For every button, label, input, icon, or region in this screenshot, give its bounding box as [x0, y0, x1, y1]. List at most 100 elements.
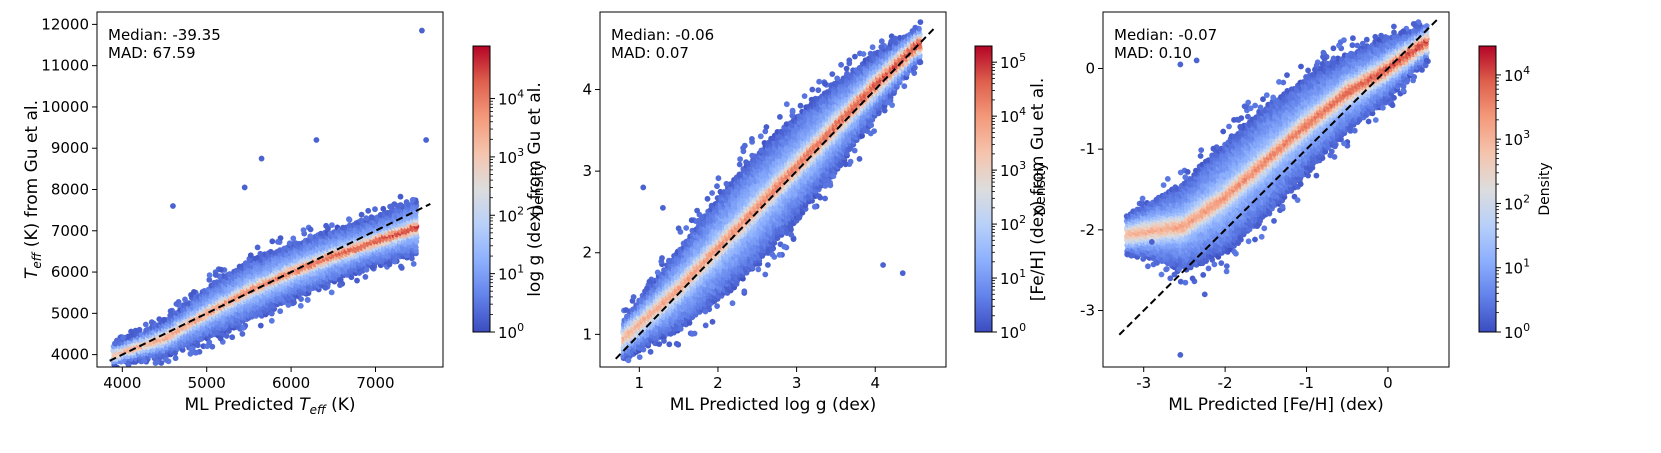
outlier-point: [762, 128, 769, 135]
outlier-point: [156, 316, 163, 322]
outlier-point: [323, 222, 329, 229]
outlier-point: [736, 161, 743, 168]
outlier-point: [358, 217, 364, 224]
outlier-point: [801, 93, 808, 99]
outlier-point: [365, 207, 372, 214]
y-tick-label: 10000: [41, 98, 89, 116]
y-tick-label: 9000: [51, 139, 89, 157]
outlier-point: [856, 155, 863, 162]
colorbar-tick-label: 103: [498, 146, 524, 167]
outlier-point: [797, 102, 804, 109]
outlier-point: [659, 255, 665, 261]
y-tick-label: 5000: [51, 304, 89, 322]
outlier-point: [300, 227, 307, 234]
outlier-point: [307, 226, 314, 233]
outlier-point: [128, 328, 135, 335]
hexbin-cloud: [1123, 19, 1431, 358]
outlier-point: [815, 87, 822, 94]
outlier-point: [834, 75, 841, 82]
outlier-point: [702, 308, 709, 315]
outlier-point: [625, 357, 632, 364]
outlier-point: [348, 274, 355, 281]
outlier-point: [838, 61, 844, 68]
outlier-point: [646, 278, 653, 285]
outlier-point: [640, 346, 647, 353]
y-tick-label: 12000: [41, 15, 89, 33]
outlier-point: [269, 238, 276, 245]
outlier-point: [268, 310, 275, 317]
outlier-point: [218, 266, 224, 273]
outlier-point: [217, 335, 224, 342]
outlier-point: [286, 240, 293, 247]
outlier-point: [362, 274, 369, 280]
outlier-point: [630, 294, 637, 300]
outlier-point: [291, 299, 297, 306]
outlier-point: [170, 203, 176, 209]
outlier-point: [892, 35, 899, 42]
axes-frame: [599, 11, 947, 368]
outlier-point: [788, 231, 795, 238]
outlier-point: [423, 137, 430, 143]
outlier-point: [702, 322, 709, 329]
outlier-point: [776, 251, 783, 258]
outlier-point: [285, 302, 292, 308]
outlier-point: [789, 109, 796, 115]
outlier-point: [394, 203, 401, 209]
outlier-point: [172, 350, 179, 356]
outlier-point: [843, 65, 850, 72]
x-tick-label: 4000: [103, 374, 141, 392]
outlier-point: [298, 296, 304, 302]
outlier-point: [809, 86, 816, 93]
mad-annotation: MAD: 67.59: [108, 44, 196, 62]
outlier-point: [749, 136, 755, 142]
outlier-point: [852, 53, 858, 60]
y-tick-label: 4000: [51, 346, 89, 364]
outlier-point: [654, 269, 661, 276]
outlier-point: [811, 203, 818, 210]
outlier-point: [829, 71, 836, 77]
median-annotation: Median: -0.06: [611, 26, 714, 44]
outlier-point: [715, 175, 722, 182]
median-annotation: Median: -39.35: [108, 26, 221, 44]
outlier-point: [666, 257, 672, 264]
outlier-point: [206, 339, 213, 346]
outlier-point: [240, 324, 247, 331]
outlier-point: [709, 318, 716, 325]
outlier-point: [765, 262, 771, 268]
colorbar-tick-label: 105: [1000, 51, 1026, 72]
outlier-point: [313, 137, 320, 143]
outlier-point: [825, 177, 832, 184]
outlier-point: [187, 350, 194, 357]
outlier-point: [769, 251, 776, 258]
outlier-point: [142, 321, 149, 328]
outlier-point: [239, 331, 246, 337]
outlier-point: [328, 289, 335, 296]
hexbin-cell: [771, 240, 778, 246]
colorbar-tick-label: 102: [1000, 213, 1026, 234]
x-tick-label: 3: [792, 374, 802, 392]
outlier-point: [148, 319, 155, 326]
outlier-point: [714, 303, 720, 309]
y-tick-label: 3: [582, 162, 592, 180]
outlier-point: [322, 284, 329, 291]
outlier-point: [125, 333, 132, 340]
outlier-point: [206, 276, 213, 283]
colorbar-tick-label: 104: [1000, 105, 1026, 126]
x-tick-label: 7000: [356, 374, 394, 392]
hexbin-cell: [214, 279, 220, 286]
outlier-point: [358, 211, 365, 218]
outlier-point: [392, 258, 398, 265]
outlier-point: [769, 246, 775, 253]
outlier-point: [409, 255, 415, 262]
outlier-point: [368, 214, 375, 221]
colorbar-gradient: [974, 45, 993, 333]
outlier-point: [677, 326, 684, 332]
x-axis-label: ML Predicted log g (dex): [670, 395, 877, 415]
y-tick-label: 7000: [51, 222, 89, 240]
outlier-point: [709, 190, 715, 196]
outlier-point: [822, 183, 829, 189]
outlier-point: [781, 243, 787, 250]
outlier-point: [182, 296, 188, 303]
outlier-point: [346, 217, 353, 223]
